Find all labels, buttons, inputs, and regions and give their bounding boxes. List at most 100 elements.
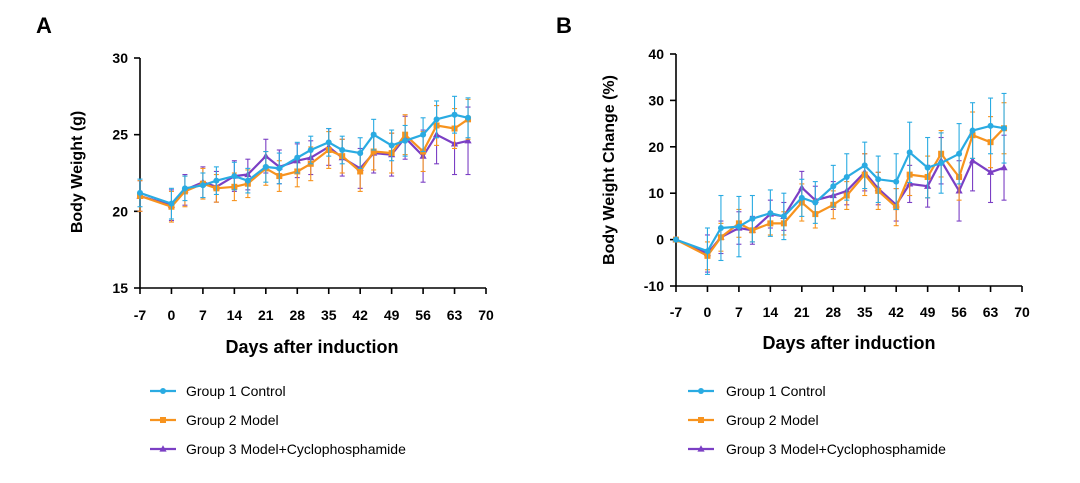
panel-a-data-point	[294, 154, 301, 161]
panel-a-data-point	[339, 147, 346, 153]
panel-b-x-axis-title: Days after induction	[762, 333, 935, 353]
panel-a-data-point	[370, 148, 377, 155]
panel-a-data-point	[262, 163, 269, 170]
panel-b-x-tick-label: 35	[857, 304, 873, 320]
panel-a-data-point	[388, 142, 395, 149]
panel-b-legend-marker	[698, 388, 704, 394]
panel-a-data-point	[357, 168, 364, 175]
panel-b-data-point	[735, 223, 742, 230]
panel-a-series-control	[137, 95, 472, 220]
panel-b-x-tick-label: 70	[1014, 304, 1030, 320]
panel-a-x-tick-label: 56	[415, 307, 431, 323]
panel-a-series-line-cyclo	[139, 133, 469, 207]
panel-a-data-point	[276, 165, 283, 172]
panel-b-legend-label: Group 1 Control	[726, 383, 826, 399]
panel-b-data-point	[938, 160, 945, 167]
panel-b-data-point	[987, 122, 994, 129]
panel-b-y-tick-label: 40	[648, 46, 664, 62]
panel-a-x-tick-label: 70	[478, 307, 494, 323]
panel-b-series-line-model	[675, 127, 1005, 257]
panel-b: B -10 0 10 20 30 40 -7 0 7 14 21 28 35 42 49 56 63 70 Bod…	[556, 13, 1030, 457]
panel-a-x-tick-label: -7	[134, 307, 147, 323]
panel-b-legend-label: Group 2 Model	[726, 412, 819, 428]
panel-a-x-tick-label: 28	[289, 307, 305, 323]
panel-a-data-point	[451, 111, 458, 118]
panel-a-y-tick-label: 15	[112, 280, 128, 296]
panel-b-legend-label: Group 3 Model+Cyclophosphamide	[726, 441, 946, 457]
panel-letter-b: B	[556, 13, 572, 38]
panel-a-data-point	[465, 114, 472, 121]
panel-b-data-point	[843, 173, 850, 180]
panel-a-legend-marker	[160, 417, 166, 423]
panel-b-x-tick-label: 14	[763, 304, 779, 320]
panel-b-x-tick-label: 42	[888, 304, 904, 320]
panel-b-y-tick-label: -10	[644, 278, 664, 294]
panel-b-data-point	[830, 183, 837, 190]
panel-a-x-tick-label: 42	[352, 307, 368, 323]
panel-b-legend-item-model: Group 2 Model	[688, 412, 819, 428]
panel-a-series-cyclo	[136, 104, 472, 222]
panel-a-legend-marker	[159, 445, 167, 452]
panel-a-legend-label: Group 3 Model+Cyclophosphamide	[186, 441, 406, 457]
panel-a-legend-item-control: Group 1 Control	[150, 383, 286, 399]
panel-b-y-tick-label: 30	[648, 92, 664, 108]
panel-b-series-control	[673, 92, 1008, 275]
panel-b-x-tick-label: -7	[670, 304, 683, 320]
panel-b-x-tick-label: 7	[735, 304, 743, 320]
panel-b-x-tick-label: 56	[951, 304, 967, 320]
panel-a-data-point	[402, 137, 409, 144]
panel-b-data-point	[1001, 125, 1008, 132]
panel-a-x-tick-label: 21	[258, 307, 274, 323]
panel-a-legend-marker	[160, 388, 166, 394]
panel-a-data-point	[420, 131, 427, 138]
panel-a-x-tick-label: 35	[321, 307, 337, 323]
panel-b-legend-item-control: Group 1 Control	[688, 383, 826, 399]
panel-b-y-axis-title: Body Weight Change (%)	[601, 75, 618, 265]
panel-a-data-point	[199, 182, 206, 189]
panel-b-legend-item-cyclo: Group 3 Model+Cyclophosphamide	[688, 441, 946, 457]
panel-b-data-point	[780, 213, 787, 220]
panel-a-data-point	[213, 177, 220, 184]
panel-a-legend-label: Group 1 Control	[186, 383, 286, 399]
panel-b-data-point	[704, 248, 711, 255]
panel-a: A 15 20 25 30 -7 0 7 14 21 28 35 42 49 56 63 70 Body We…	[36, 13, 494, 457]
panel-b-data-point	[798, 194, 805, 201]
panel-b-data-point	[861, 162, 868, 169]
panel-a-x-axis-title: Days after induction	[225, 337, 398, 357]
panel-a-x-tick-label: 7	[199, 307, 207, 323]
panel-a-legend: Group 1 Control Group 2 Model Group 3 Mode…	[150, 383, 406, 457]
panel-a-data-point	[433, 116, 440, 123]
panel-a-data-point	[307, 147, 314, 153]
panel-b-axes: -10 0 10 20 30 40 -7 0 7 14 21 28 35 42 49 56 63 70	[644, 46, 1030, 320]
panel-b-data-point	[906, 149, 913, 156]
panel-a-legend-item-model: Group 2 Model	[150, 412, 279, 428]
panel-b-data-point	[875, 176, 882, 183]
panel-a-data-point	[325, 139, 332, 146]
panel-b-data-point	[673, 236, 679, 243]
panel-b-data-point	[767, 210, 774, 217]
panel-a-y-tick-label: 25	[112, 127, 128, 143]
panel-a-data-point	[464, 137, 472, 144]
panel-b-y-tick-label: 20	[648, 139, 664, 155]
panel-b-data-point	[749, 215, 756, 222]
panel-a-data-point	[231, 173, 238, 180]
panel-b-y-tick-label: 10	[648, 185, 664, 201]
panel-b-data-point	[956, 150, 963, 157]
panel-a-y-tick-label: 20	[112, 203, 128, 219]
panel-b-y-tick-label: 0	[656, 232, 664, 248]
panel-a-x-tick-label: 63	[447, 307, 463, 323]
panel-a-x-tick-label: 49	[384, 307, 400, 323]
panel-b-series-line-control	[675, 124, 1005, 253]
panel-b-x-tick-label: 63	[983, 304, 999, 320]
panel-b-data-point	[986, 168, 995, 175]
panel-b-legend: Group 1 Control Group 2 Model Group 3 Mode…	[688, 383, 946, 457]
panel-a-x-tick-label: 0	[168, 307, 176, 323]
panel-a-data-point	[168, 200, 175, 207]
panel-b-data-point	[893, 178, 900, 185]
panel-a-y-tick-label: 30	[112, 50, 128, 66]
panel-a-data-point	[357, 150, 364, 157]
panel-letter-a: A	[36, 13, 52, 38]
panel-a-series-line-model	[139, 118, 469, 208]
panel-a-x-tick-label: 14	[227, 307, 243, 323]
panel-a-legend-item-cyclo: Group 3 Model+Cyclophosphamide	[150, 441, 406, 457]
